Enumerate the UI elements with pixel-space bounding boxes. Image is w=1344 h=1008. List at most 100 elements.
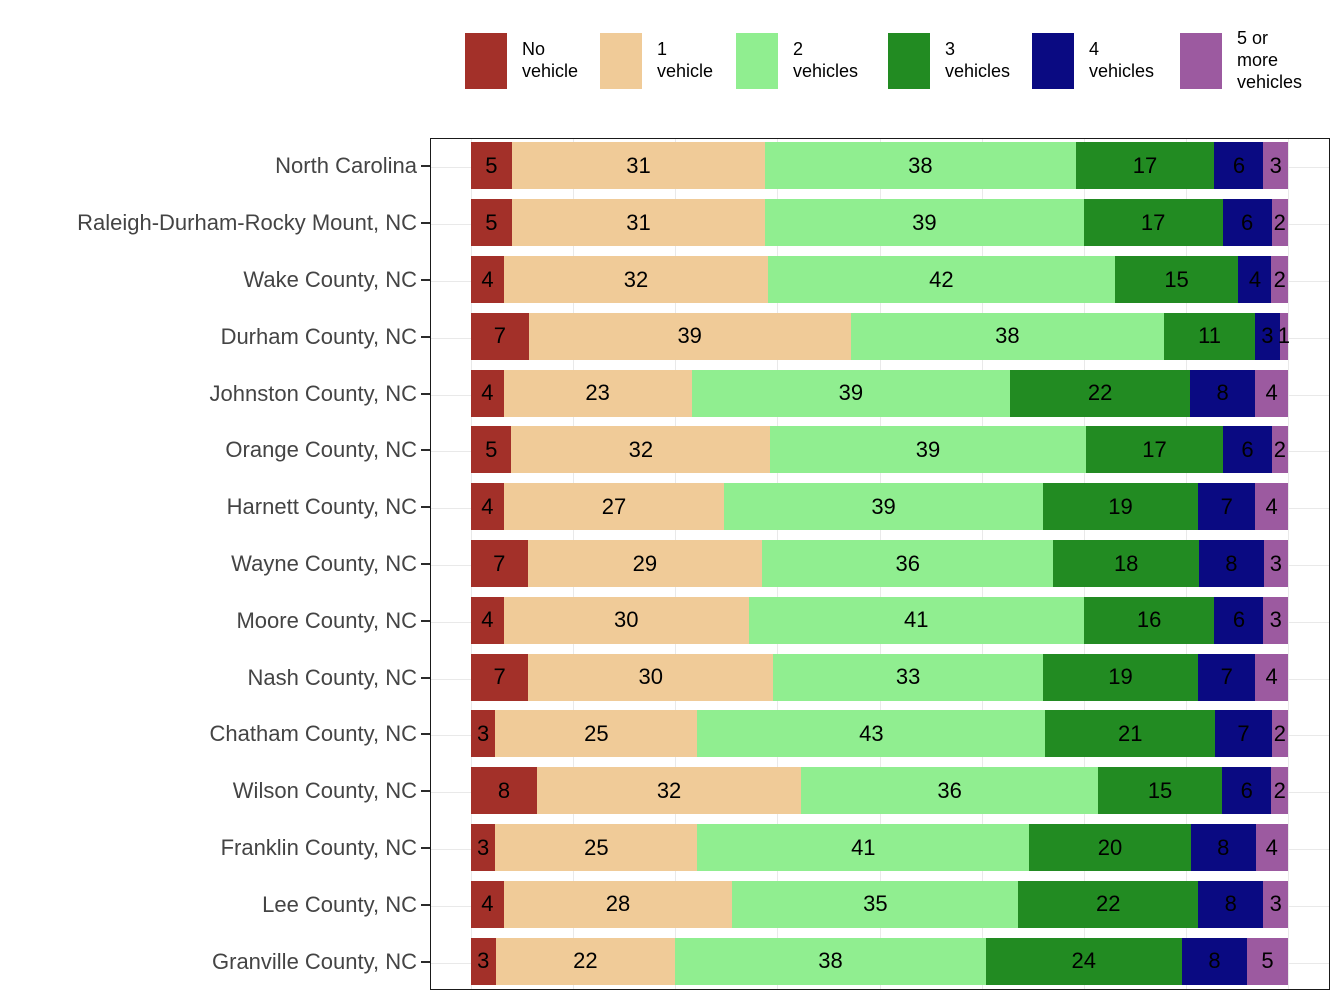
legend-swatch-no-vehicle [465,33,507,89]
legend-swatch-two-vehicles [736,33,778,89]
bar-value-label: 42 [929,266,954,292]
y-axis-label: Granville County, NC [212,948,417,974]
legend-label-four-vehicles: 4 vehicles [1089,39,1155,81]
legend-label-five-plus-vehicles: 5 or more vehicles [1237,28,1303,92]
bar-value-label: 25 [584,720,609,746]
y-axis-label: Franklin County, NC [220,835,417,860]
bar-value-label: 7 [493,664,506,690]
bar-segment: 21 [1045,710,1216,758]
bar-value-label: 17 [1132,152,1158,178]
bar-segment: 7 [471,653,529,701]
bar-value-label: 5 [485,209,498,235]
bar-segment: 8 [1189,369,1256,417]
bar-row-12: 3 25 41 20 8 4 [471,824,1288,871]
bar-segment: 17 [1083,199,1223,247]
bar-value-label: 4 [1265,664,1278,690]
y-axis-tick [421,335,430,338]
y-axis-tick [421,563,430,565]
bar-row-8: 4 30 41 16 6 3 [471,596,1288,644]
bar-segment: 15 [1114,256,1239,303]
bar-value-label: 3 [477,834,490,860]
bar-segment: 4 [471,369,504,417]
bar-segment: 7 [1215,710,1272,758]
plot-panel: 5 31 38 17 6 3 5 31 39 17 6 2 4 32 42 15 4 2 7 39 38 11 3 1 4 23 3… [430,138,1330,990]
bar-segment: 41 [697,824,1030,871]
bar-value-label: 29 [632,550,658,576]
bar-value-label: 3 [1269,607,1282,633]
bar-value-label: 1 [1277,323,1290,349]
bar-segment: 7 [1198,483,1256,531]
bar-value-label: 3 [1269,152,1282,178]
bar-segment: 4 [1238,256,1272,303]
legend-label-no-vehicle: No vehicle [522,39,579,81]
bar-value-label: 25 [584,834,609,860]
bar-value-label: 8 [1217,834,1230,860]
bar-segment: 32 [537,767,802,815]
y-axis-tick [421,903,430,906]
bar-value-label: 39 [912,209,937,235]
bar-row-3: 7 39 38 11 3 1 [471,312,1290,360]
bar-segment: 19 [1042,483,1199,531]
bar-value-label: 38 [818,948,843,974]
bar-segment: 5 [1247,937,1288,985]
bar-row-6: 4 27 39 19 7 4 [471,483,1288,531]
bar-segment: 6 [1223,426,1272,474]
bar-value-label: 20 [1097,834,1123,860]
bar-value-label: 5 [485,152,498,178]
bar-value-label: 6 [1232,607,1246,633]
bar-value-label: 21 [1118,720,1143,746]
bar-value-label: 6 [1232,152,1246,178]
bar-value-label: 32 [656,777,682,803]
y-axis-label: North Carolina [275,153,417,179]
bar-segment: 20 [1029,824,1191,871]
bar-value-label: 7 [1237,720,1250,746]
bar-value-label: 15 [1164,266,1189,292]
bar-segment: 43 [697,710,1046,758]
legend-swatch-four-vehicles [1032,33,1074,89]
vertical-gridline [1288,139,1289,989]
bar-segment: 39 [765,199,1084,247]
bar-value-label: 39 [915,436,941,462]
y-axis-tick [421,733,430,736]
bar-value-label: 4 [1265,834,1278,860]
bar-segment: 31 [511,199,766,247]
bar-segment: 28 [503,880,733,928]
bar-segment: 3 [1263,880,1288,928]
y-axis-tick [421,392,430,395]
bar-segment: 30 [503,596,749,644]
bar-segment: 8 [1198,540,1264,587]
bar-value-label: 2 [1273,266,1286,292]
bar-value-label: 2 [1273,720,1286,746]
bar-value-label: 39 [838,380,864,406]
legend-swatch-five-plus-vehicles [1180,33,1222,89]
bar-row-10: 3 25 43 21 7 2 [471,710,1288,758]
bar-value-label: 4 [481,266,494,292]
y-axis-label: Wayne County, NC [231,551,417,576]
bar-value-label: 28 [605,891,631,917]
bar-row-7: 7 29 36 18 8 3 [471,540,1288,587]
bar-segment: 16 [1083,596,1215,644]
y-axis-tick [421,279,430,281]
bar-value-label: 3 [477,948,490,974]
bar-row-4: 4 23 39 22 8 4 [471,369,1288,417]
bar-segment: 2 [1271,256,1288,303]
bar-segment: 3 [471,824,496,871]
bar-segment: 22 [1018,880,1199,928]
y-axis-tick [421,222,430,225]
bar-value-label: 36 [895,550,921,576]
bar-segment: 4 [1255,369,1288,417]
bar-segment: 4 [471,256,504,303]
bar-value-label: 41 [904,607,929,633]
y-axis-label: Wake County, NC [243,267,417,292]
bar-segment: 11 [1164,312,1255,360]
bar-value-label: 31 [626,152,651,178]
y-axis-tick [421,506,430,509]
y-axis-label: Lee County, NC [262,891,417,917]
y-axis-label: Moore County, NC [236,607,417,633]
bar-segment: 5 [471,142,512,190]
bar-segment: 22 [495,937,676,985]
bar-segment: 3 [1254,312,1280,360]
bar-segment: 2 [1271,767,1288,815]
y-axis-label: Wilson County, NC [232,778,417,804]
